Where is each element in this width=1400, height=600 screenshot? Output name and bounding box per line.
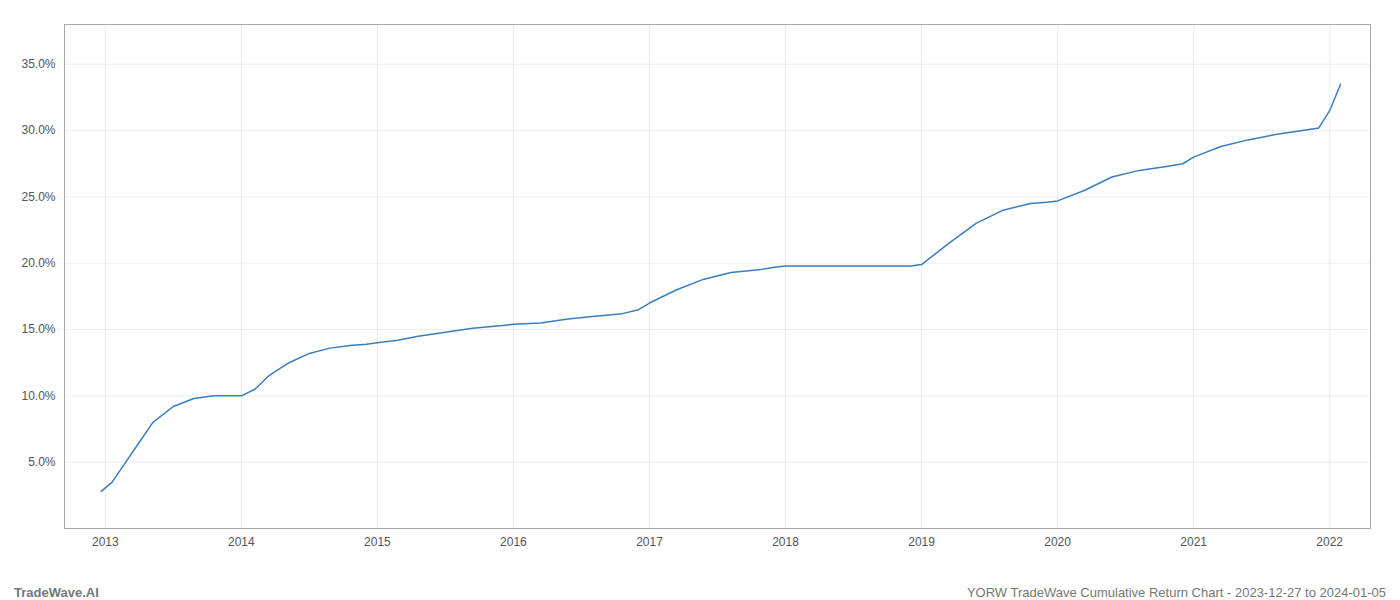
html-text:YORW TradeWave Cumulative Retu: YORW TradeWave Cumulative Return Chart -…: [966, 585, 1386, 600]
svg-text:30.0%: 30.0%: [21, 123, 55, 137]
svg-text:25.0%: 25.0%: [21, 190, 55, 204]
svg-text:35.0%: 35.0%: [21, 57, 55, 71]
svg-text:10.0%: 10.0%: [21, 389, 55, 403]
svg-text:2016: 2016: [500, 535, 527, 549]
svg-text:2020: 2020: [1044, 535, 1071, 549]
svg-text:2015: 2015: [364, 535, 391, 549]
svg-text:2019: 2019: [908, 535, 935, 549]
svg-text:2017: 2017: [636, 535, 663, 549]
svg-text:2018: 2018: [772, 535, 799, 549]
html-text:TradeWave.AI: TradeWave.AI: [14, 585, 99, 600]
svg-text:15.0%: 15.0%: [21, 322, 55, 336]
svg-text:2022: 2022: [1316, 535, 1343, 549]
svg-text:20.0%: 20.0%: [21, 256, 55, 270]
svg-text:2021: 2021: [1180, 535, 1207, 549]
svg-text:2013: 2013: [92, 535, 119, 549]
svg-text:2014: 2014: [228, 535, 255, 549]
svg-text:5.0%: 5.0%: [28, 455, 56, 469]
